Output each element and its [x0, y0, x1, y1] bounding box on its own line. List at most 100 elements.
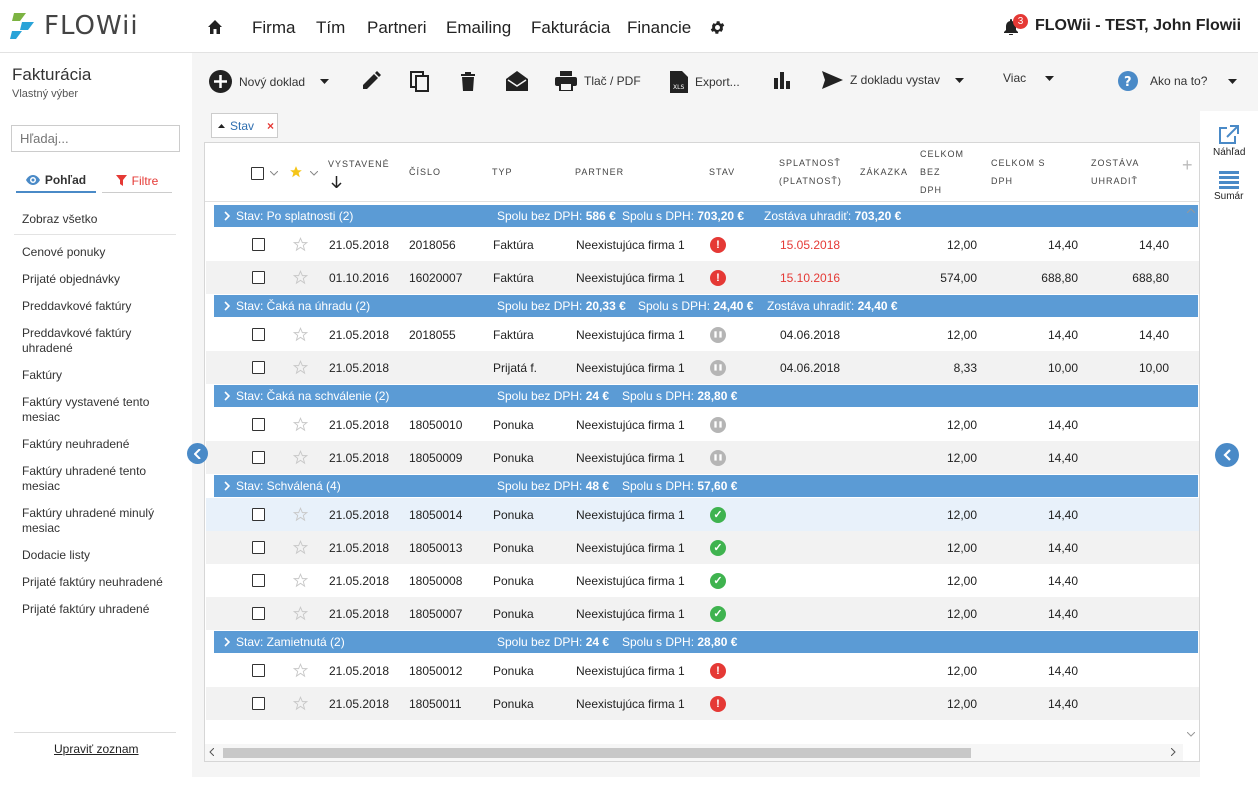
group-header[interactable]: Stav: Čaká na schválenie (2) Spolu bez DP… — [214, 385, 1198, 407]
copy-button[interactable] — [410, 71, 430, 93]
star-outline-icon[interactable] — [293, 417, 308, 432]
group-header[interactable]: Stav: Zamietnutá (2) Spolu bez DPH: 24 € S… — [214, 631, 1198, 653]
col-partner[interactable]: PARTNER — [575, 167, 625, 177]
star-outline-icon[interactable] — [293, 237, 308, 252]
bell-icon[interactable]: 3 — [1004, 14, 1028, 35]
col-due-validity[interactable]: (PLATNOSŤ) — [779, 176, 842, 186]
star-outline-icon[interactable] — [293, 696, 308, 711]
nav-financie[interactable]: Financie — [627, 18, 692, 37]
scroll-up-icon[interactable] — [1187, 208, 1195, 213]
collapse-sidebar-button[interactable] — [187, 443, 208, 464]
star-outline-icon[interactable] — [293, 540, 308, 555]
sidebar-item-quotes[interactable]: Cenové ponuky — [22, 245, 106, 259]
row-checkbox[interactable] — [252, 361, 265, 374]
sidebar-item-paid-last-month[interactable]: Faktúry uhradené minulý mesiac — [22, 506, 155, 535]
sidebar-item-received-paid[interactable]: Prijaté faktúry uhradené — [22, 602, 150, 616]
nav-firma[interactable]: Firma — [252, 18, 296, 37]
filter-tag-status[interactable]: Stav × — [211, 113, 278, 138]
horizontal-scrollbar[interactable] — [205, 744, 1183, 761]
row-checkbox[interactable] — [252, 451, 265, 464]
vertical-scrollbar[interactable] — [1183, 204, 1199, 744]
table-row[interactable]: 21.05.2018 18050010 Ponuka Neexistujúca fir… — [206, 408, 1199, 441]
sidebar-item-advance-invoices[interactable]: Preddavkové faktúry — [22, 299, 132, 313]
table-row[interactable]: 21.05.2018 Prijatá f. Neexistujúca firma 1… — [206, 351, 1199, 384]
create-from-document-button[interactable]: Z dokladu vystav — [822, 71, 965, 89]
sort-down-icon[interactable] — [331, 176, 342, 188]
col-order[interactable]: ZÁKAZKA — [860, 167, 909, 177]
sidebar-item-received-orders[interactable]: Prijaté objednávky — [22, 272, 121, 286]
search-input[interactable] — [11, 125, 180, 152]
scroll-down-icon[interactable] — [1187, 732, 1195, 737]
col-type[interactable]: TYP — [492, 167, 513, 177]
nav-tim[interactable]: Tím — [316, 18, 346, 37]
sidebar-item-unpaid[interactable]: Faktúry neuhradené — [22, 437, 130, 451]
sidebar-item-received-unpaid[interactable]: Prijaté faktúry neuhradené — [22, 575, 163, 589]
sidebar-item-all[interactable]: Zobraz všetko — [14, 206, 176, 235]
row-checkbox[interactable] — [252, 607, 265, 620]
star-outline-icon[interactable] — [293, 507, 308, 522]
star-outline-icon[interactable] — [293, 360, 308, 375]
sidebar-item-delivery-notes[interactable]: Dodacie listy — [22, 548, 91, 562]
col-remaining-1[interactable]: ZOSTÁVA — [1091, 158, 1140, 168]
user-name[interactable]: FLOWii - TEST, John Flowii — [1035, 17, 1242, 34]
email-button[interactable] — [506, 71, 528, 91]
table-row[interactable]: 21.05.2018 18050013 Ponuka Neexistujúca fir… — [206, 531, 1199, 564]
table-row[interactable]: 21.05.2018 18050008 Ponuka Neexistujúca fir… — [206, 564, 1199, 597]
row-checkbox[interactable] — [252, 574, 265, 587]
table-row[interactable]: 21.05.2018 18050012 Ponuka Neexistujúca fir… — [206, 654, 1199, 687]
edit-list-link[interactable]: Upraviť zoznam — [54, 742, 139, 756]
print-pdf-button[interactable]: Tlač / PDF — [555, 71, 641, 91]
scroll-right-icon[interactable] — [1171, 748, 1176, 756]
star-filled-icon[interactable] — [289, 165, 303, 179]
group-header[interactable]: Stav: Čaká na úhradu (2) Spolu bez DPH: 2… — [214, 295, 1198, 317]
row-checkbox[interactable] — [252, 508, 265, 521]
table-row[interactable]: 21.05.2018 2018056 Faktúra Neexistujúca fir… — [206, 228, 1199, 261]
row-checkbox[interactable] — [252, 664, 265, 677]
more-button[interactable]: Viac — [1003, 71, 1055, 85]
tab-filter[interactable]: Filtre — [102, 169, 172, 193]
row-checkbox[interactable] — [252, 418, 265, 431]
tab-view[interactable]: Pohľad — [16, 169, 96, 193]
star-outline-icon[interactable] — [293, 450, 308, 465]
new-document-button[interactable]: Nový doklad — [209, 70, 330, 93]
group-header[interactable]: Stav: Po splatnosti (2) Spolu bez DPH: 58… — [214, 205, 1198, 227]
sidebar-item-advance-invoices-paid[interactable]: Preddavkové faktúry uhradené — [22, 326, 132, 355]
table-row[interactable]: 21.05.2018 18050011 Ponuka Neexistujúca fir… — [206, 687, 1199, 720]
logo[interactable]: FLOWii — [10, 8, 139, 44]
nav-fakturacia[interactable]: Fakturácia — [531, 18, 611, 37]
col-issued[interactable]: VYSTAVENÉ — [328, 159, 390, 169]
help-button[interactable]: ? Ako na to? — [1118, 71, 1238, 91]
home-icon[interactable] — [207, 19, 223, 40]
group-header[interactable]: Stav: Schválená (4) Spolu bez DPH: 48 € Sp… — [214, 475, 1198, 497]
chevron-down-icon[interactable] — [270, 171, 278, 176]
edit-button[interactable] — [361, 71, 381, 91]
scroll-left-icon[interactable] — [209, 748, 214, 756]
row-checkbox[interactable] — [252, 541, 265, 554]
col-total-gross-1[interactable]: CELKOM S — [991, 158, 1046, 168]
col-status[interactable]: STAV — [709, 167, 736, 177]
star-outline-icon[interactable] — [293, 663, 308, 678]
sidebar-item-invoices-this-month[interactable]: Faktúry vystavené tento mesiac — [22, 395, 150, 424]
nav-emailing[interactable]: Emailing — [446, 18, 512, 37]
gear-icon[interactable] — [709, 19, 726, 41]
horizontal-scroll-thumb[interactable] — [223, 748, 971, 758]
star-outline-icon[interactable] — [293, 573, 308, 588]
collapse-right-panel-button[interactable] — [1215, 443, 1239, 467]
delete-button[interactable] — [460, 71, 476, 91]
col-total-net-1[interactable]: CELKOM — [920, 149, 965, 159]
table-row[interactable]: 21.05.2018 18050009 Ponuka Neexistujúca fir… — [206, 441, 1199, 474]
remove-filter-icon[interactable]: × — [267, 118, 275, 133]
table-row[interactable]: 21.05.2018 2018055 Faktúra Neexistujúca fir… — [206, 318, 1199, 351]
row-checkbox[interactable] — [252, 697, 265, 710]
col-number[interactable]: ČÍSLO — [409, 167, 442, 177]
summary-button[interactable]: Sumár — [1214, 171, 1243, 202]
row-checkbox[interactable] — [252, 238, 265, 251]
add-column-icon[interactable]: + — [1182, 155, 1193, 175]
sidebar-item-invoices[interactable]: Faktúry — [22, 368, 63, 382]
col-due[interactable]: SPLATNOSŤ — [779, 158, 841, 168]
export-button[interactable]: XLS Export... — [670, 71, 740, 93]
statistics-button[interactable] — [773, 71, 791, 89]
table-row[interactable]: 21.05.2018 18050007 Ponuka Neexistujúca fir… — [206, 597, 1199, 630]
row-checkbox[interactable] — [252, 328, 265, 341]
star-outline-icon[interactable] — [293, 327, 308, 342]
